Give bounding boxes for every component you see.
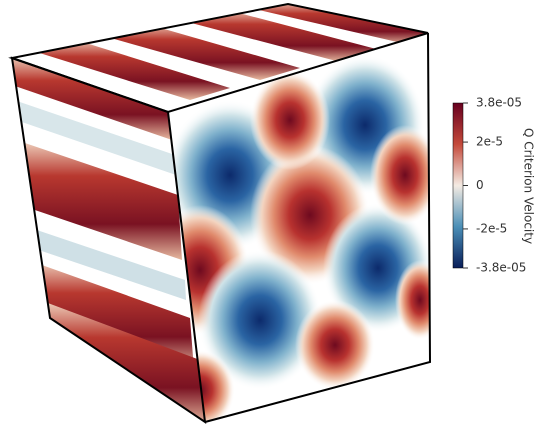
colorbar-tick-label: 3.8e-05	[476, 96, 522, 110]
cube	[10, 0, 445, 426]
visualization: Q Criterion Velocity 3.8e-05 2e-5 0 -2e-5 -3…	[0, 0, 536, 426]
colorbar-tick-label: 0	[476, 178, 484, 192]
colorbar-title: Q Criterion Velocity	[522, 128, 536, 244]
page: Q Criterion Velocity 3.8e-05 2e-5 0 -2e-5 -3…	[0, 0, 536, 426]
colorbar-tick-label: -3.8e-05	[476, 261, 526, 275]
colorbar-tick-label: 2e-5	[476, 135, 503, 149]
colorbar-tick-label: -2e-5	[476, 221, 507, 235]
colorbar	[453, 103, 463, 268]
